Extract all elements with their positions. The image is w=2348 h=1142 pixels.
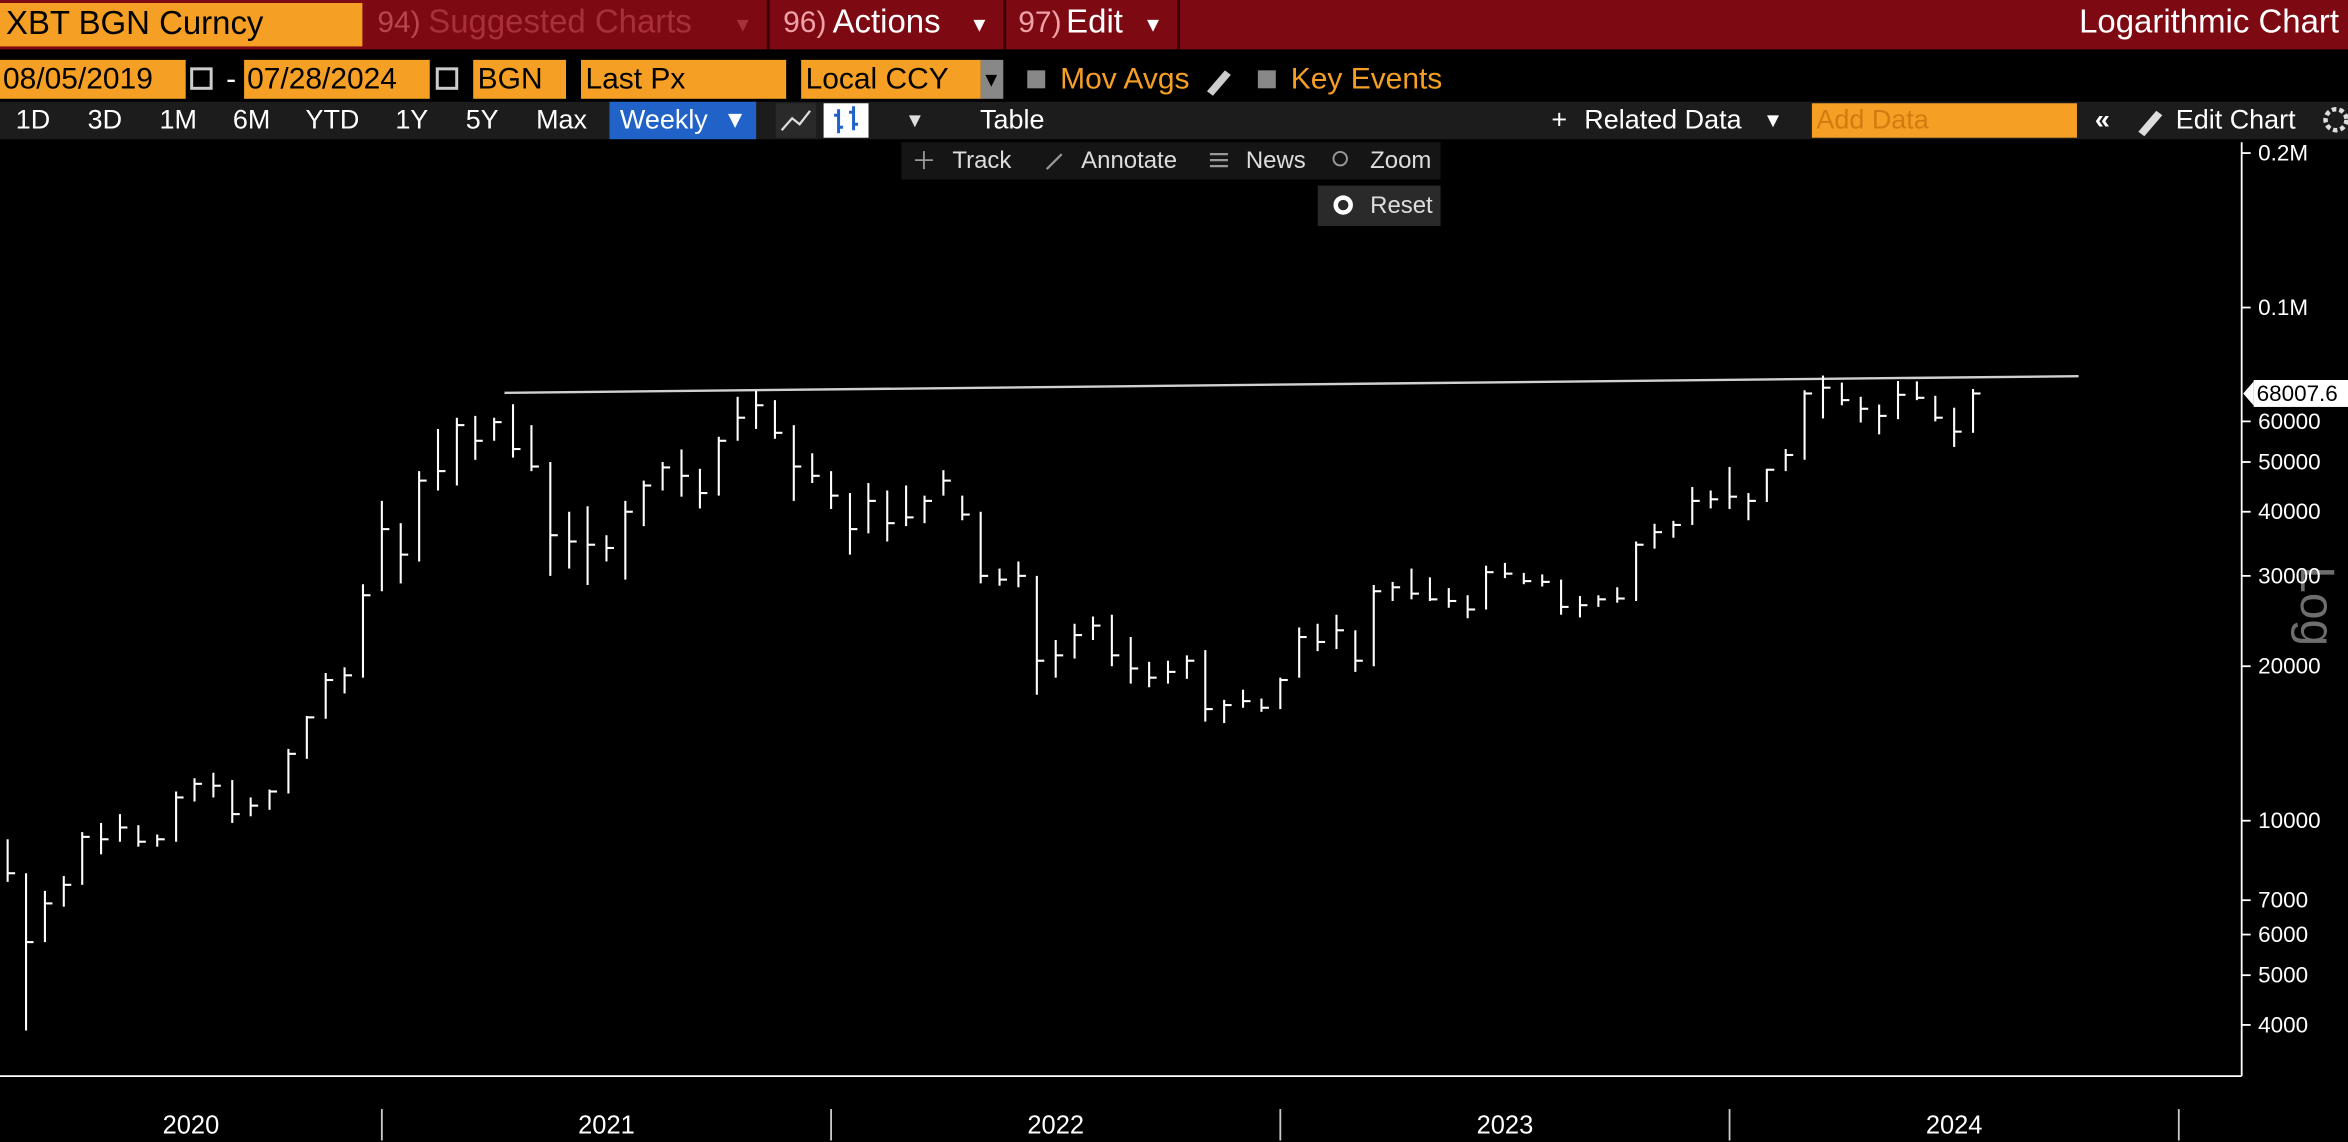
y-axis-label: Log bbox=[2290, 566, 2343, 646]
line-icon bbox=[780, 110, 812, 131]
last-price-label: 68007.6 bbox=[2257, 381, 2338, 406]
checkbox[interactable] bbox=[1027, 70, 1046, 89]
table-button[interactable]: Table bbox=[980, 104, 1044, 134]
y-tick-label: 4000 bbox=[2258, 1012, 2308, 1037]
trendline bbox=[504, 374, 2079, 395]
tool[interactable]: Zoom bbox=[1370, 147, 1431, 174]
period-button[interactable]: Max bbox=[536, 104, 587, 134]
option-label[interactable]: Mov Avgs bbox=[1060, 63, 1189, 96]
period-button[interactable]: 3D bbox=[88, 104, 122, 134]
dropdown-arrow: ▾ bbox=[985, 66, 997, 93]
related-data[interactable]: Related Data bbox=[1584, 104, 1741, 134]
calendar-icon[interactable] bbox=[435, 67, 459, 90]
menu-label[interactable]: Actions bbox=[833, 3, 941, 40]
period-button[interactable]: 1D bbox=[16, 104, 50, 134]
tool[interactable]: News bbox=[1246, 147, 1306, 174]
period-button[interactable]: 5Y bbox=[466, 104, 499, 134]
menu-code[interactable]: 94) bbox=[377, 6, 420, 39]
y-tick-label: 20000 bbox=[2258, 654, 2320, 679]
x-tick-label: 2023 bbox=[1477, 1112, 1534, 1140]
pencil-icon bbox=[2138, 110, 2163, 137]
y-tick-label: 50000 bbox=[2258, 449, 2320, 474]
period-button[interactable]: YTD bbox=[305, 104, 359, 134]
y-tick-label: 30000 bbox=[2258, 563, 2320, 588]
field: Last Px bbox=[586, 63, 686, 96]
currency-box[interactable] bbox=[801, 59, 981, 99]
edit-chart[interactable]: Edit Chart bbox=[2176, 104, 2296, 134]
menu-code[interactable]: 96) bbox=[783, 6, 826, 39]
y-tick-label: 40000 bbox=[2258, 499, 2320, 524]
reset-button[interactable] bbox=[1317, 185, 1441, 227]
currency-dropdown[interactable] bbox=[980, 59, 1004, 99]
y-tick-label: 0.1M bbox=[2258, 295, 2308, 320]
start-date-box[interactable] bbox=[0, 59, 186, 99]
x-tick-label: 2022 bbox=[1027, 1112, 1084, 1140]
security: XBT BGN Curncy bbox=[6, 4, 264, 41]
source: BGN bbox=[478, 63, 543, 96]
menu-arrow: ▾ bbox=[737, 11, 749, 38]
currency: Local CCY bbox=[806, 63, 949, 96]
menu-label[interactable]: Suggested Charts bbox=[428, 3, 692, 40]
tool[interactable]: Annotate bbox=[1081, 147, 1177, 174]
add-data-box[interactable] bbox=[1811, 103, 2077, 138]
y-tick-label: 6000 bbox=[2258, 922, 2308, 947]
reset-label: Reset bbox=[1370, 192, 1433, 219]
end-date: 07/28/2024 bbox=[247, 63, 397, 96]
security-box[interactable] bbox=[0, 2, 363, 47]
option-label[interactable]: Key Events bbox=[1291, 63, 1442, 96]
x-tick-label: 2020 bbox=[163, 1112, 220, 1140]
annotate-icon bbox=[1045, 153, 1063, 170]
frequency: Weekly bbox=[620, 104, 708, 134]
title-bar bbox=[0, 0, 2348, 50]
tool[interactable]: Track bbox=[952, 147, 1011, 174]
date-separator: - bbox=[226, 63, 236, 96]
frequency-box[interactable] bbox=[609, 101, 757, 140]
track-icon bbox=[914, 151, 933, 170]
news-icon bbox=[1209, 153, 1228, 168]
tool-bar bbox=[901, 142, 1441, 180]
x-tick-label: 2024 bbox=[1926, 1112, 1983, 1140]
period-button[interactable]: 6M bbox=[233, 104, 270, 134]
calendar-icon[interactable] bbox=[190, 67, 213, 90]
dropdown-arrow: ▼ bbox=[723, 107, 747, 134]
period-button[interactable]: 1Y bbox=[395, 104, 428, 134]
end-date-box[interactable] bbox=[244, 59, 430, 99]
menu-arrow: ▾ bbox=[1147, 11, 1159, 38]
checkbox[interactable] bbox=[1257, 70, 1276, 89]
dropdown-arrow[interactable]: ▾ bbox=[909, 107, 921, 134]
add-data: Add Data bbox=[1816, 104, 1928, 134]
y-tick-label: 10000 bbox=[2258, 808, 2320, 833]
source-box[interactable] bbox=[473, 59, 567, 99]
y-tick-label: 5000 bbox=[2258, 963, 2308, 988]
period-button[interactable]: 1M bbox=[159, 104, 196, 134]
bar-chart-button[interactable] bbox=[823, 103, 869, 138]
menu-arrow: ▾ bbox=[973, 11, 985, 38]
zoom-icon bbox=[1332, 150, 1348, 167]
last-price-pointer bbox=[2243, 381, 2254, 406]
field-box[interactable] bbox=[581, 59, 787, 99]
x-tick-label: 2021 bbox=[578, 1112, 635, 1140]
reset-icon bbox=[1333, 195, 1353, 215]
plus-icon: + bbox=[1551, 104, 1567, 134]
y-tick-label: 7000 bbox=[2258, 888, 2308, 913]
pencil-icon[interactable] bbox=[1206, 70, 1231, 96]
collapse-icon[interactable]: « bbox=[2095, 104, 2110, 134]
dropdown-arrow: ▾ bbox=[1767, 107, 1779, 134]
start-date: 08/05/2019 bbox=[3, 63, 153, 96]
menu-label[interactable]: Edit bbox=[1066, 3, 1123, 40]
menu-code[interactable]: 97) bbox=[1018, 6, 1061, 39]
bar-icon bbox=[834, 106, 859, 134]
plot-area: 4000 5000 6000 7000 10000 20000 30000 40000 5000… bbox=[6, 141, 2348, 1141]
chart-mode: Logarithmic Chart bbox=[2079, 3, 2339, 40]
y-tick-label: 60000 bbox=[2258, 409, 2320, 434]
last-price-box bbox=[2253, 379, 2348, 407]
y-tick-label: 0.2M bbox=[2258, 141, 2308, 166]
gear-icon[interactable] bbox=[2323, 107, 2348, 133]
period-buttons: 1D 3D 1M 6M YTD 1Y 5Y Max bbox=[16, 104, 588, 134]
